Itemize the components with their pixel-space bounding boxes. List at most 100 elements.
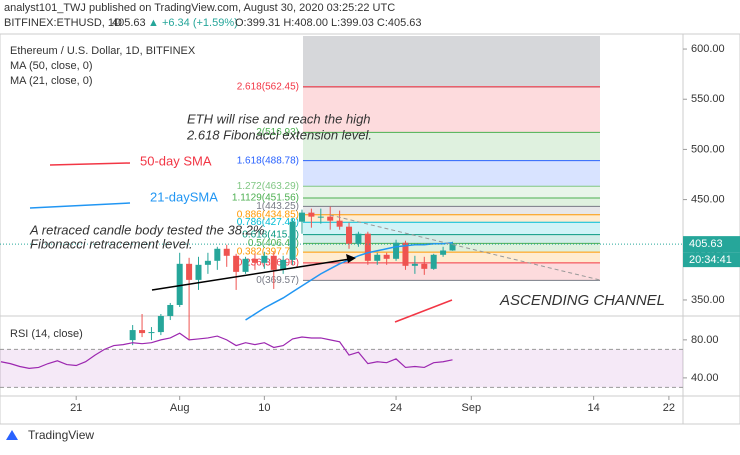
annotation: A retraced candle body tested the 38.2% [29, 222, 264, 237]
x-tick-label: 21 [70, 402, 82, 414]
candle-body [411, 263, 418, 266]
fib-label: 0(369.57) [256, 275, 299, 286]
candle-body [186, 263, 193, 280]
x-tick-label: 10 [258, 402, 270, 414]
candle-body [383, 254, 390, 259]
candle-body [402, 242, 409, 266]
fib-band [303, 86, 600, 133]
annotation-line [49, 162, 131, 166]
fib-label: 1.272(463.29) [237, 181, 299, 192]
candle-body [139, 330, 146, 334]
rsi-tick-label: 40.00 [691, 372, 719, 384]
fib-label: 0.5(406.41) [248, 238, 299, 249]
candle-body [223, 248, 230, 256]
annotation: ASCENDING CHANNEL [499, 292, 665, 309]
candle-body [280, 259, 287, 270]
rsi-line [0, 332, 453, 369]
fib-band [303, 214, 600, 223]
candle-body [364, 233, 371, 261]
candle-body [346, 226, 353, 244]
candle-body [355, 233, 362, 244]
fib-label: 0.618(415.1) [242, 229, 299, 240]
fib-label: 0.786(427.48) [237, 217, 299, 228]
candle-body [204, 260, 211, 265]
candle-body [393, 242, 400, 259]
y-tick-label: 550.00 [691, 93, 725, 105]
fib-label: 0.236(386.96) [237, 258, 299, 269]
legend-entry: MA (50, close, 0) [10, 60, 93, 72]
legend-entry: MA (21, close, 0) [10, 75, 93, 87]
candle-body [289, 221, 296, 260]
candle-body [233, 255, 240, 272]
last-price: 405.63 [112, 17, 146, 29]
ohlc: O:399.31 H:408.00 L:399.03 C:405.63 [235, 17, 422, 29]
fib-band [303, 262, 600, 281]
y-tick-label: 600.00 [691, 43, 725, 55]
chart-title: Ethereum / U.S. Dollar, 1D, BITFINEX [10, 45, 196, 57]
brand-logo [6, 430, 18, 440]
candle-body [157, 316, 164, 333]
candle-body [317, 216, 324, 218]
annotation-line [29, 202, 131, 209]
fib-band [303, 186, 600, 199]
rsi-tick-label: 80.00 [691, 334, 719, 346]
rsi-band [0, 349, 683, 388]
arrow-head [346, 254, 356, 263]
annotation: 2.618 Fibonacci extension level. [186, 127, 372, 142]
frame [0, 33, 740, 425]
candle-body [421, 263, 428, 269]
candle-body [251, 258, 258, 263]
x-tick-label: Aug [170, 402, 190, 414]
candle-body [449, 244, 456, 251]
y-tick-label: 350.00 [691, 294, 725, 306]
x-tick-label: 24 [390, 402, 402, 414]
candle-body [261, 255, 268, 263]
price-box [683, 236, 740, 253]
candle-body [327, 216, 334, 221]
candle-body [430, 254, 437, 269]
candle-body [308, 212, 315, 217]
fib-label: 2(516.93) [256, 127, 299, 138]
change: ▲ +6.34 (+1.59%) [148, 17, 238, 29]
fib-band [303, 132, 600, 161]
fib-label: 0.382(397.72) [237, 247, 299, 258]
fib-band [303, 206, 600, 215]
fib-label: 1(443.25) [256, 201, 299, 212]
trend-line [329, 214, 601, 281]
candle-body [270, 255, 277, 270]
fib-band [303, 252, 600, 263]
candle-body [167, 304, 174, 317]
annotation: Fibonacci retracement level. [30, 236, 193, 251]
fib-band [303, 234, 600, 244]
candle-body [298, 212, 305, 222]
fib-label: 0.886(434.85) [237, 209, 299, 220]
y-tick-label: 500.00 [691, 143, 725, 155]
x-tick-label: 14 [588, 402, 600, 414]
brand: TradingView [28, 428, 94, 442]
candle-body [242, 258, 249, 272]
annotation: 21-daySMA [150, 189, 218, 204]
candle-body [336, 220, 343, 227]
countdown: 20:34:41 [689, 254, 732, 266]
candle-body [148, 332, 155, 334]
fib-band [303, 160, 600, 187]
symbol: BITFINEX:ETHUSD, 1D [4, 17, 122, 29]
annotation: ETH will rise and reach the high [187, 111, 371, 126]
candle-body [374, 254, 381, 261]
y-tick-label: 450.00 [691, 193, 725, 205]
arrow [151, 258, 351, 291]
x-tick-label: Sep [462, 402, 482, 414]
fib-band [303, 222, 600, 235]
fib-label: 1.1129(451.56) [232, 193, 299, 204]
fib-top-zone [303, 36, 600, 88]
candle-body [214, 248, 221, 261]
candle-body [195, 264, 202, 280]
x-tick-label: 22 [663, 402, 675, 414]
rsi-title: RSI (14, close) [10, 328, 83, 340]
fib-label: 1.618(488.78) [237, 155, 299, 166]
candle-body [440, 250, 447, 255]
annotation: 50-day SMA [140, 153, 212, 168]
candle-body [129, 330, 136, 341]
fib-label: 2.618(562.45) [237, 81, 299, 92]
